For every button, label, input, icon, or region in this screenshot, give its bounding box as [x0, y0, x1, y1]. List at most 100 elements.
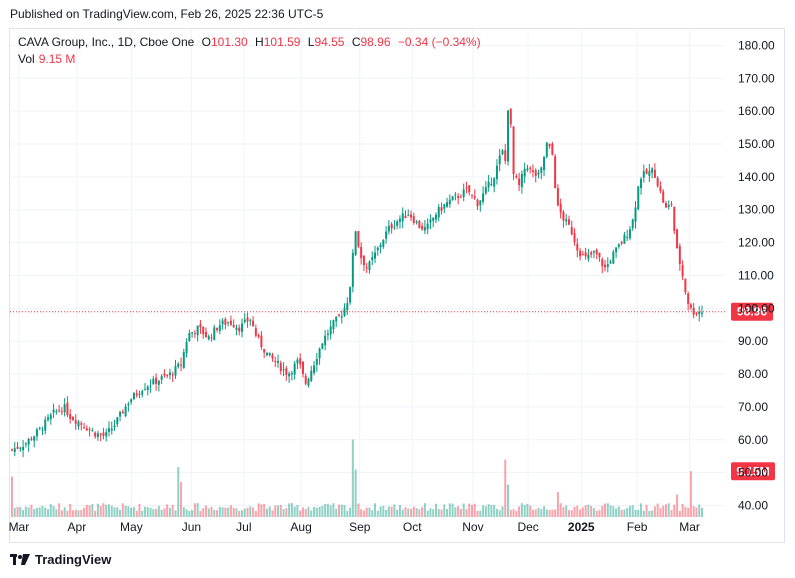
volume-bar — [60, 510, 63, 517]
volume-bar — [24, 506, 27, 517]
change-value: −0.34 (−0.34%) — [397, 35, 481, 49]
candle-body — [47, 417, 50, 420]
candle-body — [216, 328, 219, 331]
candle-body — [335, 316, 338, 322]
candle — [534, 168, 537, 183]
candle — [260, 331, 263, 350]
candle-body — [349, 287, 352, 303]
candle — [71, 415, 74, 421]
volume-bar — [130, 507, 133, 517]
volume-bar — [701, 507, 703, 517]
volume-bar — [446, 508, 449, 517]
candle-body — [468, 185, 471, 193]
candle — [304, 373, 307, 386]
candle — [465, 181, 468, 194]
volume-bar — [221, 507, 224, 517]
volume-bar — [642, 510, 645, 517]
x-tick-label: Jul — [236, 520, 251, 534]
candle-body — [252, 320, 255, 327]
volume-bar — [545, 509, 548, 517]
volume-bar — [393, 504, 396, 517]
candle — [241, 318, 243, 338]
candle-body — [144, 389, 147, 391]
candle-body — [324, 335, 327, 346]
candle-body — [656, 177, 659, 187]
volume-bar — [465, 509, 468, 517]
volume-bar — [349, 507, 352, 517]
candle — [479, 200, 482, 212]
candle-body — [13, 448, 16, 452]
candle-body — [620, 242, 623, 244]
volume-bar — [71, 510, 74, 517]
candle-body — [548, 143, 551, 147]
candle-body — [354, 231, 357, 255]
candle-body — [498, 155, 501, 165]
candle-body — [540, 167, 543, 173]
candle-body — [35, 429, 38, 437]
candle — [221, 317, 224, 330]
candle — [570, 220, 573, 236]
candle-body — [229, 320, 232, 325]
candle-body — [102, 432, 105, 436]
candle — [423, 220, 426, 235]
candle — [387, 220, 390, 235]
volume-bar — [196, 503, 199, 517]
candle-body — [44, 419, 47, 431]
y-tick-label: 110.00 — [738, 268, 774, 282]
candle — [390, 221, 393, 234]
candle-body — [127, 403, 130, 406]
candle-body — [58, 410, 61, 412]
candle-body — [321, 343, 324, 349]
candle — [238, 324, 241, 336]
candle-body — [119, 411, 122, 417]
volume-bar — [579, 509, 582, 517]
volume-bar — [229, 505, 232, 517]
candle — [512, 126, 515, 181]
candle — [437, 204, 440, 222]
volume-bar — [628, 505, 631, 517]
candle-body — [695, 313, 698, 315]
candle-body — [584, 252, 587, 257]
candle — [315, 352, 318, 372]
volume-bar — [282, 509, 285, 517]
candle-body — [224, 319, 227, 325]
candle — [77, 419, 80, 430]
volume-bar — [476, 510, 479, 517]
volume-bar — [651, 510, 654, 517]
candle-body — [138, 393, 141, 395]
candle-body — [310, 370, 313, 381]
candle — [44, 416, 47, 435]
volume-bar — [260, 504, 263, 517]
last-price-label: 98.96 — [737, 305, 767, 319]
candle-body — [587, 254, 590, 259]
volume-bar — [659, 508, 662, 517]
candle-body — [396, 221, 399, 226]
volume-bar — [507, 484, 510, 517]
volume-bar — [418, 509, 421, 517]
tradingview-footer[interactable]: TradingView — [10, 552, 111, 567]
candle-body — [523, 168, 526, 177]
candle-body — [130, 399, 133, 403]
volume-bar — [132, 507, 135, 517]
candle — [551, 141, 554, 156]
open-value: 101.30 — [211, 35, 248, 49]
candle-body — [221, 320, 224, 325]
volume-bar — [681, 503, 684, 517]
candle-body — [390, 224, 393, 229]
candle — [27, 437, 30, 452]
candle-body — [626, 236, 629, 238]
candle-body — [337, 314, 340, 316]
candle — [698, 306, 701, 322]
volume-bar — [257, 503, 260, 517]
candle-body — [19, 447, 22, 449]
candle-body — [340, 316, 343, 318]
candle — [16, 442, 19, 450]
volume-bar — [504, 459, 507, 517]
candle — [227, 321, 230, 327]
candle — [421, 222, 424, 231]
candle — [252, 316, 255, 327]
candle-body — [457, 196, 460, 199]
volume-bar — [390, 506, 393, 517]
candle-body — [149, 385, 152, 387]
